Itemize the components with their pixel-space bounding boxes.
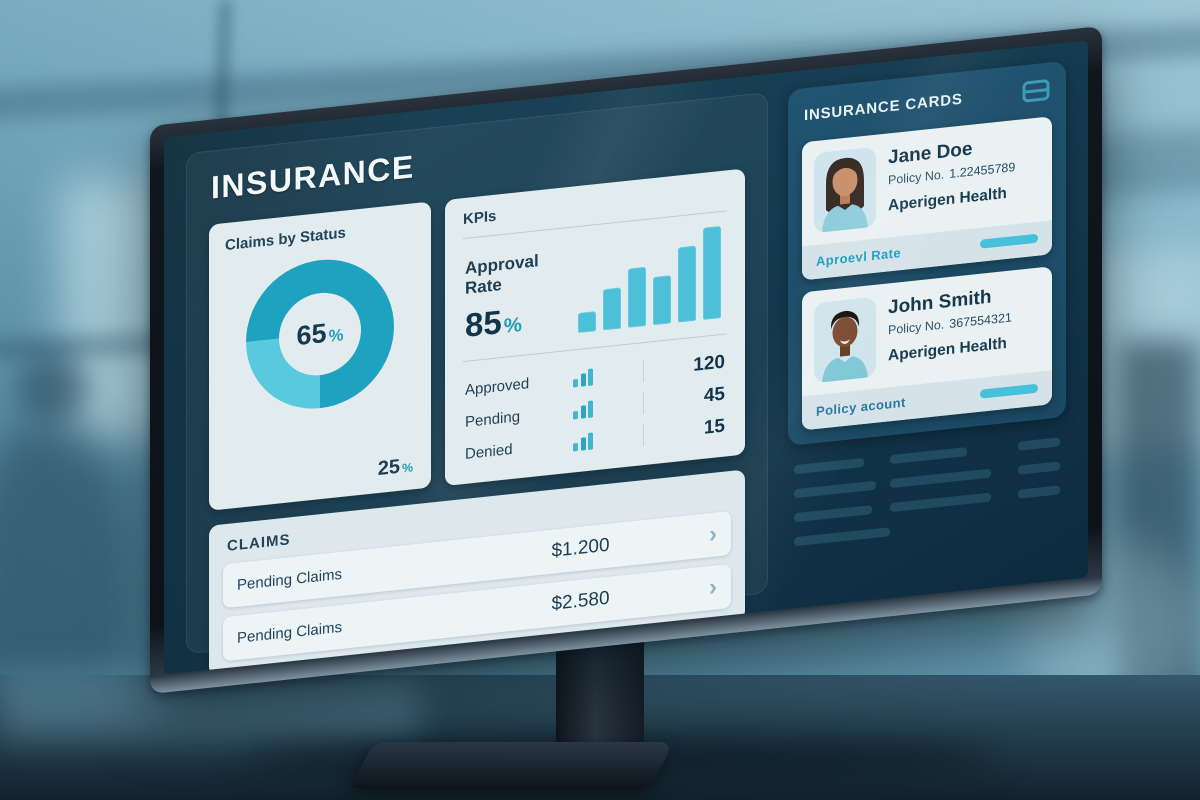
monitor: INSURANCE Claims by Status 65% 25% bbox=[150, 25, 1102, 694]
approval-rate-bar-chart bbox=[578, 225, 725, 334]
mini-bar-chart-icon bbox=[573, 395, 633, 420]
skeleton-bar bbox=[1018, 461, 1060, 475]
background-person-silhouette bbox=[0, 420, 130, 750]
provider-name: Aperigen Health bbox=[888, 334, 1007, 365]
kpi-row-label: Approved bbox=[465, 374, 530, 399]
approval-rate-value: 85% bbox=[465, 295, 578, 345]
dashboard-screen: INSURANCE Claims by Status 65% 25% bbox=[164, 40, 1088, 675]
mini-bar-chart-icon bbox=[573, 363, 633, 388]
chevron-right-icon[interactable]: › bbox=[709, 520, 717, 549]
approval-rate-bar bbox=[678, 245, 696, 323]
policy-number: 1.22455789 bbox=[949, 160, 1016, 181]
id-card-main: Jane Doe Policy No. 1.22455789 Aperigen H… bbox=[802, 116, 1052, 246]
donut-center-percent-sign: % bbox=[328, 325, 344, 346]
background-person-silhouette bbox=[18, 352, 88, 422]
divider bbox=[643, 360, 644, 383]
id-card-main: John Smith Policy No. 367554321 Aperigen … bbox=[802, 266, 1052, 396]
kpis-card: KPIs Approval Rate 85% bbox=[445, 168, 745, 486]
insurance-cards-title: INSURANCE CARDS bbox=[804, 90, 963, 124]
main-dashboard-panel: INSURANCE Claims by Status 65% 25% bbox=[186, 92, 768, 675]
insurance-cards-header: INSURANCE CARDS bbox=[802, 76, 1052, 130]
approval-rate-bar bbox=[703, 225, 721, 320]
kpi-row-value: 45 bbox=[703, 383, 725, 407]
policy-label: Policy No. bbox=[888, 317, 945, 338]
claims-by-status-title: Claims by Status bbox=[225, 224, 346, 255]
policy-number: 367554321 bbox=[949, 310, 1012, 331]
claims-status-donut-chart: 65% bbox=[246, 252, 394, 416]
approval-rate-text: Approval Rate 85% bbox=[465, 247, 578, 345]
right-sidebar: INSURANCE CARDS bbox=[788, 60, 1066, 591]
donut-center-value: 65% bbox=[297, 316, 344, 352]
john-smith-photo bbox=[814, 296, 876, 384]
claim-row-label: Pending Claims bbox=[237, 618, 343, 647]
insurance-cards-panel: INSURANCE CARDS bbox=[788, 60, 1066, 446]
kpi-stats-list: Approved 120 Pending 45 Denied bbox=[463, 344, 727, 474]
kpis-title: KPIs bbox=[463, 207, 497, 229]
skeleton-bar bbox=[1018, 437, 1060, 451]
insurance-card-john-smith[interactable]: John Smith Policy No. 367554321 Aperigen … bbox=[802, 266, 1052, 431]
provider-name: Aperigen Health bbox=[888, 184, 1007, 215]
claims-by-status-card: Claims by Status 65% 25% bbox=[209, 201, 431, 511]
approval-rate-bar bbox=[578, 310, 596, 334]
skeleton-bar bbox=[890, 447, 967, 465]
skeleton-bar bbox=[890, 492, 992, 513]
donut-secondary-number: 25 bbox=[377, 455, 400, 481]
insurance-card-jane-doe[interactable]: Jane Doe Policy No. 1.22455789 Aperigen H… bbox=[802, 116, 1052, 281]
skeleton-placeholder-rows bbox=[788, 433, 1066, 551]
claim-row-amount: $2.580 bbox=[551, 587, 610, 615]
donut-center-number: 65 bbox=[296, 317, 327, 352]
id-card-footer-label: Aproevl Rate bbox=[816, 245, 901, 270]
monitor-stand-base bbox=[349, 742, 675, 788]
mini-bar-chart-icon bbox=[573, 427, 633, 452]
approval-rate-block: Approval Rate 85% bbox=[463, 221, 727, 351]
skeleton-bar bbox=[1018, 485, 1060, 499]
donut-secondary-percent-sign: % bbox=[401, 460, 413, 476]
stacked-cards-icon[interactable] bbox=[1022, 78, 1050, 103]
approval-rate-bar bbox=[653, 275, 671, 326]
claim-row-label: Pending Claims bbox=[237, 565, 343, 594]
approval-rate-number: 85 bbox=[465, 303, 502, 344]
id-card-info: Jane Doe Policy No. 1.22455789 Aperigen H… bbox=[888, 132, 1015, 225]
skeleton-bar bbox=[794, 480, 876, 499]
female-portrait-illustration bbox=[814, 146, 876, 234]
skeleton-bar bbox=[890, 468, 992, 489]
chevron-right-icon[interactable]: › bbox=[709, 573, 717, 602]
kpi-row-value: 120 bbox=[693, 351, 725, 376]
skeleton-bar bbox=[794, 457, 864, 475]
skeleton-bar bbox=[794, 527, 890, 547]
policy-label: Policy No. bbox=[888, 167, 945, 188]
kpi-row-label: Denied bbox=[465, 440, 513, 463]
approval-rate-bar bbox=[628, 266, 646, 328]
top-cards-row: Claims by Status 65% 25% KPIs bbox=[209, 168, 745, 511]
progress-pill bbox=[980, 233, 1038, 249]
divider bbox=[643, 424, 644, 447]
male-portrait-illustration bbox=[814, 296, 876, 384]
kpi-row-label: Pending bbox=[465, 407, 521, 431]
jane-doe-photo bbox=[814, 146, 876, 234]
id-card-footer-label: Policy acount bbox=[816, 394, 906, 420]
donut-secondary-value: 25% bbox=[378, 454, 413, 481]
background-dark-column bbox=[1120, 340, 1200, 800]
claim-row-amount: $1.200 bbox=[551, 534, 610, 562]
skeleton-bar bbox=[794, 505, 872, 523]
approval-rate-bar bbox=[603, 287, 621, 331]
approval-rate-percent-sign: % bbox=[503, 312, 522, 338]
approval-rate-label: Approval Rate bbox=[465, 251, 539, 298]
kpi-row-value: 15 bbox=[703, 415, 725, 439]
progress-pill bbox=[980, 383, 1038, 399]
divider bbox=[643, 392, 644, 415]
id-card-info: John Smith Policy No. 367554321 Aperigen … bbox=[888, 282, 1012, 375]
donut-chart-wrap: 65% bbox=[225, 250, 415, 418]
